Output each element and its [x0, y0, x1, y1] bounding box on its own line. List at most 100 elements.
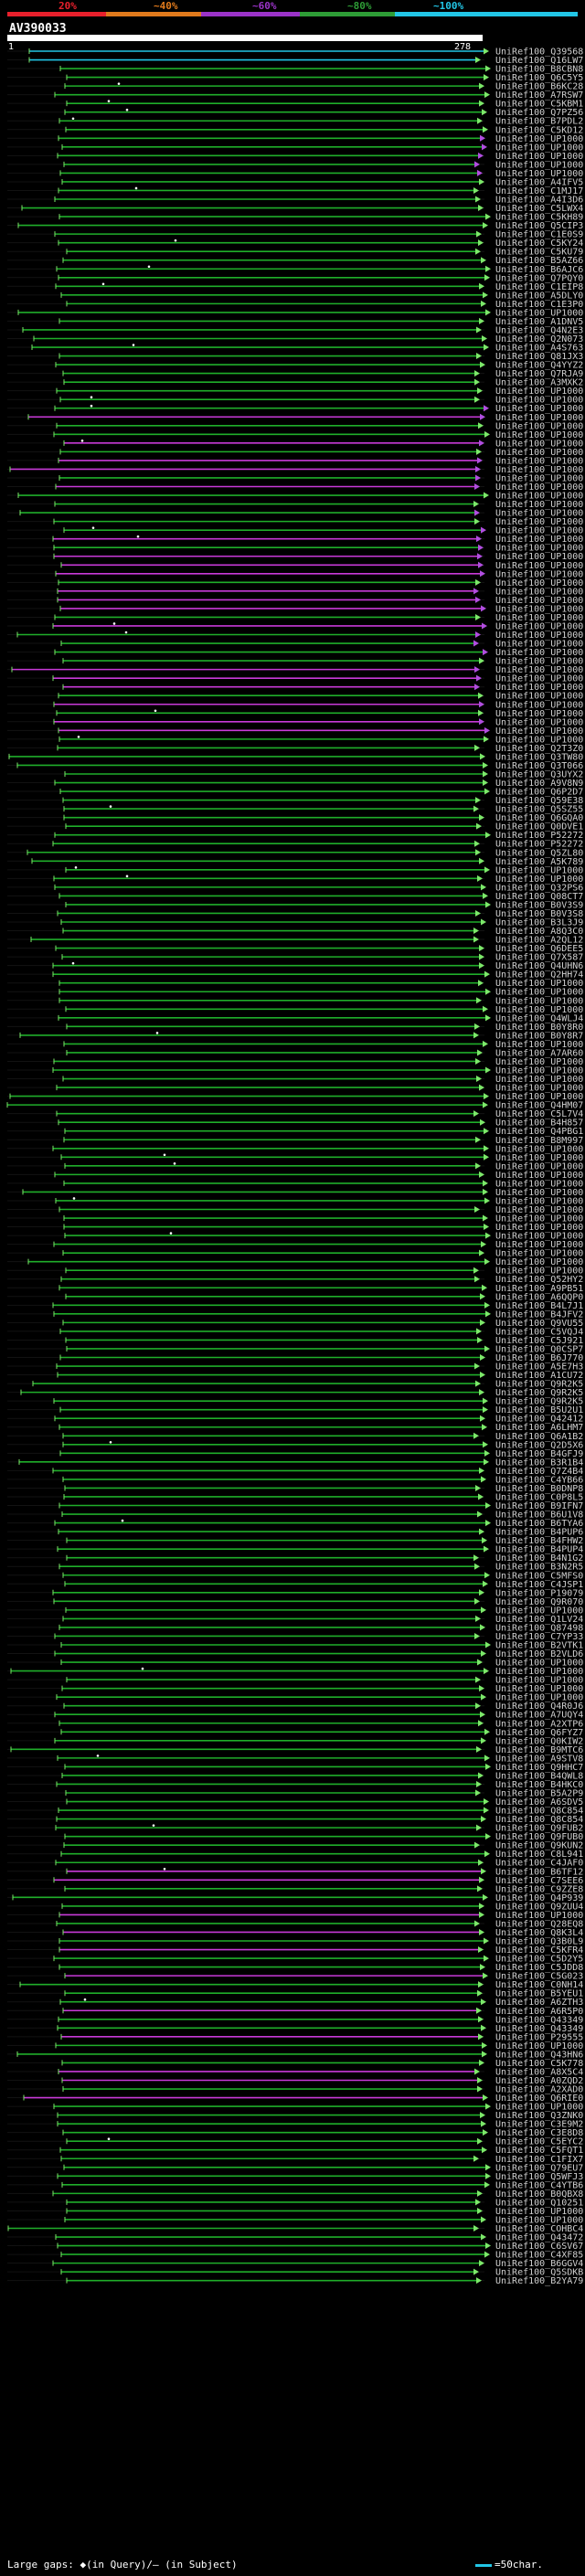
hit-row[interactable]: UniRef100_Q5ZL80	[7, 848, 583, 858]
hit-name[interactable]: UniRef100_UP1000...	[495, 1676, 585, 1686]
hit-name[interactable]: UniRef100_UP1000...	[495, 569, 585, 579]
hit-name[interactable]: UniRef100_UP1000...	[495, 1667, 585, 1677]
hit-name[interactable]: UniRef100_UP1000...	[495, 1606, 585, 1616]
hit-row[interactable]: UniRef100_C5L7V4	[7, 1109, 583, 1119]
hit-name[interactable]: UniRef100_C7SEE6	[495, 1876, 583, 1886]
hit-name[interactable]: UniRef100_B4H857	[495, 1118, 583, 1129]
hit-name[interactable]: UniRef100_B4PUP4	[495, 1545, 583, 1555]
hit-name[interactable]: UniRef100_UP1000...	[495, 613, 585, 623]
hit-name[interactable]: UniRef100_C0NH14	[495, 1980, 583, 1990]
hit-row[interactable]: UniRef100_UP1000...	[7, 152, 585, 162]
hit-row[interactable]: UniRef100_UP1000...	[7, 1240, 585, 1250]
hit-name[interactable]: UniRef100_C1FIX7	[495, 2155, 583, 2165]
hit-row[interactable]: UniRef100_UP1000...	[7, 1066, 585, 1076]
hit-name[interactable]: UniRef100_UP1000...	[495, 160, 585, 170]
hit-row[interactable]: UniRef100_UP1000...	[7, 1196, 585, 1206]
hit-name[interactable]: UniRef100_UP1000...	[495, 665, 585, 675]
hit-row[interactable]: UniRef100_Q5SZ55	[7, 805, 583, 815]
hit-name[interactable]: UniRef100_A7AR60	[495, 1048, 583, 1058]
hit-name[interactable]: UniRef100_C1MJ17	[495, 186, 583, 196]
hit-row[interactable]: UniRef100_A5K789	[7, 857, 583, 867]
hit-name[interactable]: UniRef100_B3R1B4	[495, 1458, 583, 1468]
hit-row[interactable]: UniRef100_A4IFV5	[7, 177, 583, 187]
hit-row[interactable]: UniRef100_A8X5C4	[7, 2067, 583, 2077]
hit-name[interactable]: UniRef100_B0V3S8	[495, 909, 583, 919]
hit-name[interactable]: UniRef100_Q4HM07	[495, 1101, 583, 1111]
hit-name[interactable]: UniRef100_UP1000...	[495, 552, 585, 562]
hit-name[interactable]: UniRef100_UP1000...	[495, 1205, 585, 1215]
hit-row[interactable]: UniRef100_Q0CSP7	[7, 1344, 583, 1354]
hit-row[interactable]: UniRef100_B4JFV2	[7, 1309, 583, 1320]
hit-name[interactable]: UniRef100_UP1000...	[495, 596, 585, 606]
hit-row[interactable]: UniRef100_Q5WFJ3	[7, 2172, 583, 2182]
hit-name[interactable]: UniRef100_A9PB51	[495, 1284, 583, 1294]
hit-row[interactable]: UniRef100_Q4YYZ2	[7, 361, 583, 371]
hit-name[interactable]: UniRef100_Q6FYZ7	[495, 1728, 583, 1738]
hit-name[interactable]: UniRef100_C6SV67	[495, 2242, 583, 2252]
hit-row[interactable]: UniRef100_UP1000...	[7, 1257, 585, 1267]
hit-row[interactable]: UniRef100_B0Y8R7	[7, 1031, 583, 1041]
hit-row[interactable]: UniRef100_UP1000...	[7, 717, 585, 727]
hit-row[interactable]: UniRef100_A6LHM7	[7, 1423, 583, 1433]
hit-name[interactable]: UniRef100_B6KC28	[495, 82, 583, 92]
hit-name[interactable]: UniRef100_Q5WFJ3	[495, 2172, 583, 2182]
hit-row[interactable]: UniRef100_B2VTK1	[7, 1640, 583, 1650]
hit-name[interactable]: UniRef100_UP1000...	[495, 492, 585, 502]
hit-name[interactable]: UniRef100_C5VQJ4	[495, 1327, 583, 1337]
hit-name[interactable]: UniRef100_Q43349-2	[495, 2015, 585, 2025]
hit-row[interactable]: UniRef100_B6GGV4	[7, 2259, 583, 2269]
hit-row[interactable]: UniRef100_Q4PBG1	[7, 1127, 583, 1137]
hit-row[interactable]: UniRef100_C5J921	[7, 1336, 583, 1346]
hit-row[interactable]: UniRef100_A4I3D6	[7, 196, 583, 206]
hit-row[interactable]: UniRef100_UP1000...	[7, 387, 585, 397]
hit-row[interactable]: UniRef100_Q7RJA9	[7, 369, 583, 379]
hit-row[interactable]: UniRef100_Q87498	[7, 1623, 583, 1633]
hit-name[interactable]: UniRef100_Q2HH74	[495, 970, 583, 981]
hit-row[interactable]: UniRef100_C1FIX7	[7, 2155, 583, 2165]
hit-name[interactable]: UniRef100_C5L7V4	[495, 1109, 583, 1119]
hit-row[interactable]: UniRef100_UP1000...	[7, 988, 585, 998]
hit-row[interactable]: UniRef100_UP1000...	[7, 683, 585, 693]
hit-name[interactable]: UniRef100_Q0CSP7	[495, 1344, 583, 1354]
hit-row[interactable]: UniRef100_UP1000...	[7, 561, 585, 571]
hit-row[interactable]: UniRef100_A6R5P0	[7, 2007, 583, 2017]
hit-name[interactable]: UniRef100_B0QBX8	[495, 2189, 583, 2200]
hit-row[interactable]: UniRef100_UP1000...	[7, 1188, 585, 1198]
hit-row[interactable]: UniRef100_Q8C854	[7, 1815, 583, 1825]
hit-row[interactable]: UniRef100_UP1000...	[7, 613, 585, 623]
hit-name[interactable]: UniRef100_B5AZ66	[495, 256, 583, 266]
hit-row[interactable]: UniRef100_UP1000...	[7, 1075, 585, 1085]
hit-name[interactable]: UniRef100_Q6A1B2	[495, 1432, 583, 1442]
hit-name[interactable]: UniRef100_B9IFN7	[495, 1501, 583, 1511]
hit-name[interactable]: UniRef100_B8CBN8	[495, 65, 583, 75]
hit-name[interactable]: UniRef100_Q9R2K5-2	[495, 1380, 585, 1390]
hit-name[interactable]: UniRef100_A9V8N9	[495, 779, 583, 789]
hit-name[interactable]: UniRef100_UP1000...	[495, 648, 585, 658]
hit-row[interactable]: UniRef100_B8M997	[7, 1136, 583, 1146]
hit-name[interactable]: UniRef100_UP1000...	[495, 517, 585, 527]
hit-row[interactable]: UniRef100_C5K778	[7, 2059, 583, 2069]
hit-row[interactable]: UniRef100_Q9R2K5-3	[7, 1388, 585, 1398]
hit-name[interactable]: UniRef100_A7UQY4	[495, 1711, 583, 1721]
hit-name[interactable]: UniRef100_Q43472	[495, 2233, 583, 2243]
hit-name[interactable]: UniRef100_Q8K3L4	[495, 1928, 583, 1938]
hit-row[interactable]: UniRef100_B4HKC0	[7, 1780, 583, 1790]
hit-row[interactable]: UniRef100_Q32PS6	[7, 883, 583, 893]
hit-name[interactable]: UniRef100_Q5ZL80	[495, 848, 583, 858]
hit-name[interactable]: UniRef100_B6AJC6	[495, 265, 583, 275]
hit-name[interactable]: UniRef100_Q7Z4B4	[495, 1467, 583, 1477]
hit-name[interactable]: UniRef100_Q59E38	[495, 796, 583, 806]
hit-row[interactable]: UniRef100_Q5CIP3	[7, 221, 583, 231]
hit-name[interactable]: UniRef100_Q32PS6	[495, 883, 583, 893]
hit-row[interactable]: UniRef100_Q7PQY0	[7, 273, 583, 283]
hit-name[interactable]: UniRef100_B4N1G2	[495, 1553, 583, 1564]
hit-row[interactable]: UniRef100_A9V8N9	[7, 779, 583, 789]
hit-row[interactable]: UniRef100_C5G023	[7, 1972, 583, 1982]
hit-row[interactable]: UniRef100_B3L3J9	[7, 918, 583, 928]
hit-row[interactable]: UniRef100_UP1000...	[7, 1153, 585, 1163]
hit-name[interactable]: UniRef100_C5KD12	[495, 125, 583, 135]
hit-name[interactable]: UniRef100_B6TF12	[495, 1867, 583, 1877]
hit-name[interactable]: UniRef100_Q2N073	[495, 334, 583, 345]
hit-row[interactable]: UniRef100_B5YEU1	[7, 1989, 583, 1999]
hit-name[interactable]: UniRef100_A3MXK2	[495, 378, 583, 388]
